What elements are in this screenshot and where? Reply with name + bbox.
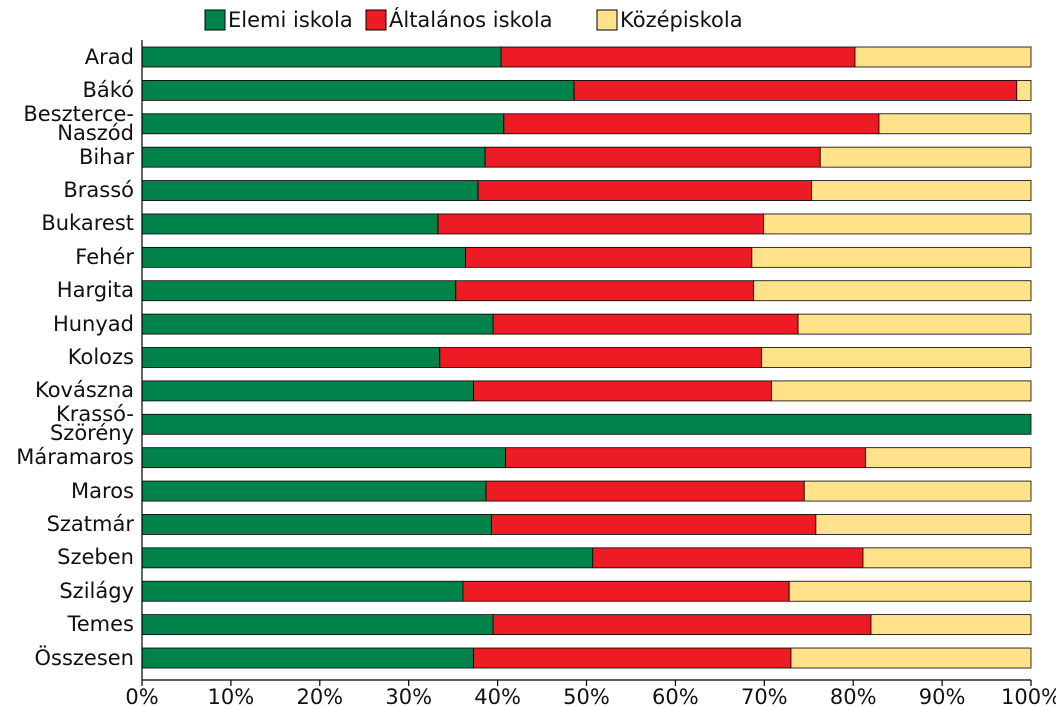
bar-segment [141, 213, 439, 235]
bar-segment [592, 547, 864, 569]
y-tick-label: Máramaros [16, 445, 134, 470]
bar-segment [141, 480, 487, 502]
x-tick-label: 10% [208, 685, 255, 707]
bar-segment [473, 647, 792, 669]
bar-segment [141, 79, 575, 101]
bar-segment [797, 313, 1032, 335]
bar-segment [141, 514, 492, 535]
legend-swatch [204, 9, 226, 31]
y-tick-label: Brassó [63, 178, 134, 203]
bar-segment [503, 113, 880, 135]
y-tick-label: Bukarest [41, 211, 134, 236]
bar-segment [485, 480, 805, 502]
x-tick-label: 0% [125, 685, 158, 707]
bar-segment [500, 46, 856, 68]
x-tick-label: 100% [1001, 685, 1056, 707]
y-tick-label: Kovászna [34, 378, 134, 403]
bar-segment [141, 413, 1032, 435]
bar-segment [141, 647, 474, 669]
bar-segment [484, 146, 821, 168]
bar-segment [761, 347, 1032, 368]
bar-segment [788, 580, 1032, 602]
x-tick-label: 30% [385, 685, 432, 707]
legend-swatch [596, 9, 618, 31]
y-tick-label: Összesen [34, 645, 134, 670]
bar-segment [878, 113, 1032, 135]
bar-segment [455, 280, 755, 302]
bar-segment [141, 313, 494, 335]
y-tick-label: Szilágy [59, 578, 134, 603]
x-tick-label: 60% [652, 685, 699, 707]
y-tick-label: Temes [67, 612, 135, 637]
bar-segment [811, 180, 1032, 201]
x-tick-label: 40% [474, 685, 521, 707]
legend-label: Általános iskola [389, 7, 553, 32]
bar-segment [490, 514, 817, 535]
bar-segment [751, 246, 1032, 268]
bar-segment [803, 480, 1032, 502]
bar-segment [790, 647, 1032, 669]
bar-segment [462, 580, 790, 602]
bar-segment [141, 280, 457, 302]
bar-segment [862, 547, 1032, 569]
bar-segment [753, 280, 1032, 302]
x-tick-label: 50% [563, 685, 610, 707]
bar-segment [141, 146, 486, 168]
bar-segment [819, 146, 1032, 168]
y-tick-label: Szeben [57, 545, 134, 570]
bar-segment [477, 180, 812, 201]
x-tick-label: 90% [919, 685, 966, 707]
bar-segment [865, 447, 1032, 469]
bar-segment [141, 380, 474, 402]
bar-segment [473, 380, 772, 402]
bar-segment [870, 614, 1032, 636]
bar-segment [505, 447, 867, 469]
bar-segment [141, 46, 502, 68]
y-tick-label: Maros [71, 478, 134, 503]
bar-segment [141, 180, 479, 201]
y-tick-label: Krassó- Szörény [49, 402, 134, 446]
y-tick-label: Hunyad [52, 311, 134, 336]
y-tick-label: Beszterce- Naszód [23, 101, 134, 145]
legend-swatch [365, 9, 387, 31]
bar-segment [141, 113, 505, 135]
legend-label: Középiskola [620, 8, 743, 32]
bar-segment [492, 614, 872, 636]
y-tick-label: Bihar [78, 144, 134, 169]
bar-segment [141, 614, 494, 636]
y-tick-label: Hargita [56, 278, 134, 303]
bar-segment [141, 347, 441, 368]
bar-segment [141, 447, 507, 469]
legend-label: Elemi iskola [228, 8, 353, 32]
bar-segment [141, 547, 594, 569]
bar-segment [465, 246, 753, 268]
bar-segment [854, 46, 1032, 68]
y-tick-label: Fehér [75, 244, 134, 269]
bar-segment [771, 380, 1032, 402]
bar-segment [437, 213, 764, 235]
bar-segment [492, 313, 799, 335]
bar-segment [141, 580, 464, 602]
x-tick-label: 80% [830, 685, 877, 707]
y-tick-label: Bákó [82, 77, 134, 102]
y-tick-label: Szatmár [46, 511, 134, 536]
y-tick-label: Kolozs [67, 345, 134, 369]
bar-segment [1016, 79, 1032, 101]
x-tick-label: 20% [296, 685, 343, 707]
x-tick-label: 70% [741, 685, 788, 707]
bar-segment [141, 246, 466, 268]
bar-segment [573, 79, 1018, 101]
y-tick-label: Arad [84, 44, 134, 69]
bar-segment [815, 514, 1032, 535]
bar-segment [439, 347, 763, 368]
bar-segment [763, 213, 1032, 235]
